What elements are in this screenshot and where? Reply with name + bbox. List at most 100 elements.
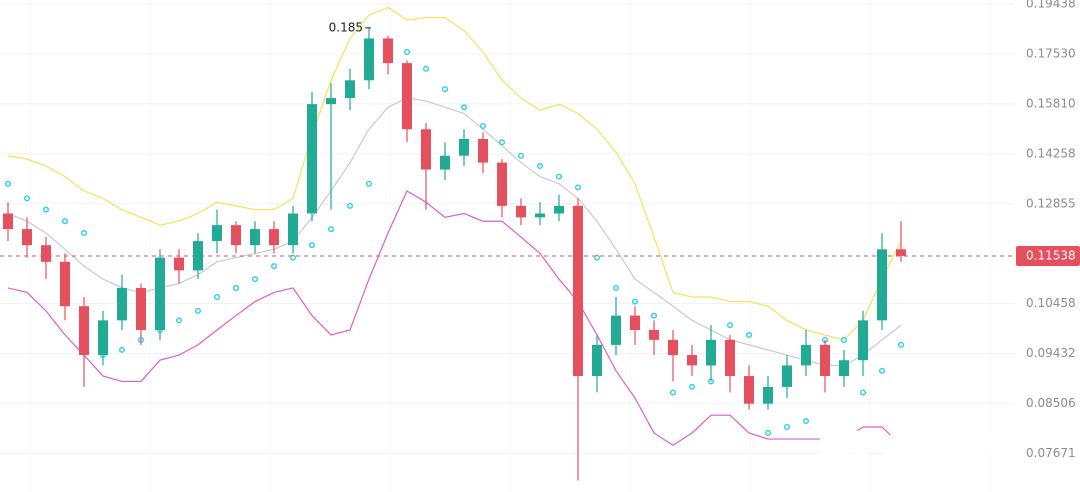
y-tick-label: 0.09432 (1026, 346, 1076, 360)
candle-body (573, 205, 583, 377)
candle-body (212, 225, 222, 242)
watermark: 知乎 @北北币圈 (822, 431, 1020, 462)
sar-dot (309, 242, 316, 249)
sar-dot (556, 173, 563, 180)
y-tick-label: 0.07671 (1026, 446, 1076, 460)
candle-body (41, 245, 51, 262)
candles: 0.185 (0, 20, 1015, 481)
watermark: 知乎 @北北币圈 (822, 431, 1020, 462)
candle-body (858, 320, 868, 361)
candle-body (231, 225, 241, 246)
sar-dot (4, 180, 11, 187)
sar-dot (613, 284, 620, 291)
sar-dot (404, 49, 411, 56)
sar-dot (518, 152, 525, 159)
y-tick-label: 0.19438 (1026, 0, 1076, 11)
candle-body (516, 205, 526, 218)
band-line (7, 190, 902, 446)
candle-body (801, 344, 811, 366)
candle-body (896, 249, 906, 256)
candle-body (3, 213, 13, 230)
sar-dot (689, 383, 696, 390)
candle-body (174, 257, 184, 271)
candle-body (421, 129, 431, 170)
sar-dot (213, 293, 220, 300)
candle-body (98, 320, 108, 356)
sar-dot (860, 389, 867, 396)
candle-body (706, 339, 716, 366)
sar-dot (461, 104, 468, 111)
sar-dot (271, 263, 278, 270)
sar-dot (632, 298, 639, 305)
sar-dot (746, 331, 753, 338)
candle-body (22, 229, 32, 246)
candle-body (497, 162, 507, 206)
candle-body (459, 139, 469, 156)
grid (0, 0, 1015, 492)
sar-dot (80, 230, 87, 237)
sar-dot (347, 202, 354, 209)
candle-body (649, 330, 659, 340)
sar-dot (194, 307, 201, 314)
price-label-box (1016, 246, 1080, 267)
y-tick-label: 0.08506 (1026, 396, 1076, 410)
sar-dot (251, 276, 258, 283)
candle-body (554, 205, 564, 214)
peak-annotation: 0.185 (329, 20, 363, 34)
candle-body (307, 104, 317, 214)
sar-dot (575, 184, 582, 191)
y-tick-label: 0.15810 (1026, 96, 1076, 110)
candle-body (782, 365, 792, 387)
sar-dots (4, 43, 905, 436)
sar-dot (803, 418, 810, 425)
sar-dot (328, 226, 335, 233)
sar-dot (442, 86, 449, 93)
sar-dot (175, 317, 182, 324)
candle-body (478, 139, 488, 163)
y-axis: 0.19438 0.17530 0.15810 0.14258 0.12855 0.104… (1016, 0, 1080, 460)
sar-dot (727, 322, 734, 329)
sar-dot (898, 341, 905, 348)
sar-dot (232, 284, 239, 291)
candle-body (630, 315, 640, 331)
candle-body (60, 261, 70, 307)
candle-body (364, 38, 374, 81)
candle-body (611, 315, 621, 345)
sar-dot (366, 180, 373, 187)
candle-body (383, 38, 393, 64)
candle-body (592, 344, 602, 377)
sar-dot (670, 389, 677, 396)
candle-body (820, 344, 830, 377)
price-label: 0.11538 (1026, 249, 1076, 263)
candle-body (250, 229, 260, 246)
y-tick-label: 0.12855 (1026, 196, 1076, 210)
candle-body (744, 376, 754, 404)
candle-body (839, 360, 849, 377)
candle-body (269, 229, 279, 246)
candle-body (155, 257, 165, 331)
candle-body (402, 63, 412, 130)
band-line (7, 6, 902, 341)
candle-body (345, 80, 355, 99)
sar-dot (841, 336, 848, 343)
candle-body (136, 287, 146, 331)
candle-body (117, 287, 127, 321)
sar-dot (62, 218, 69, 225)
candle-body (535, 213, 545, 218)
candle-body (763, 386, 773, 404)
candle-body (326, 98, 336, 105)
candle-body (440, 155, 450, 170)
sar-dot (43, 206, 50, 213)
candle-body (79, 306, 89, 356)
y-tick-label: 0.14258 (1026, 146, 1076, 160)
sar-dot (480, 123, 487, 130)
sar-dot (499, 139, 506, 146)
candle-body (687, 355, 697, 366)
candle-body (877, 249, 887, 321)
sar-dot (651, 312, 658, 319)
candle-body (288, 213, 298, 246)
sar-dot (879, 367, 886, 374)
